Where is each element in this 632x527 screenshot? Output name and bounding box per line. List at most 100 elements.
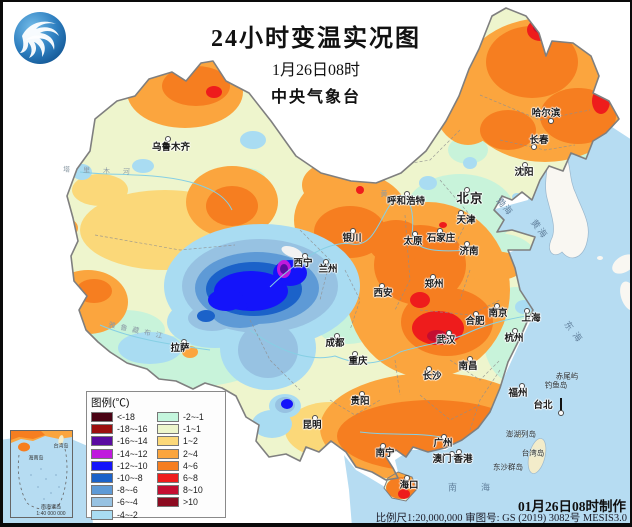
frame-border-left	[0, 0, 3, 527]
city-dot-重庆	[352, 351, 358, 357]
city-dot-西宁	[302, 253, 308, 259]
city-dot-上海	[524, 308, 530, 314]
china-border	[66, 7, 620, 481]
legend-label: >10	[183, 497, 198, 508]
legend-title: 图例(℃)	[91, 397, 130, 409]
inset-label-2: 南海诸岛	[40, 504, 62, 511]
city-label-南京: 南京	[488, 308, 508, 319]
city-dot-拉萨	[181, 339, 187, 345]
city-label-兰州: 兰州	[318, 264, 338, 275]
city-dot-南昌	[467, 356, 473, 362]
legend-label: 2~4	[183, 448, 198, 459]
city-dot-北京	[464, 187, 470, 193]
frame-border-bottom	[0, 523, 632, 527]
inset-map	[11, 431, 72, 517]
city-dot-杭州	[512, 328, 518, 334]
city-label-杭州: 杭州	[504, 333, 524, 344]
city-dot-香港	[456, 449, 462, 455]
city-dot-昆明	[312, 415, 318, 421]
legend-entry-right-0: -2~-1	[157, 411, 221, 423]
legend-swatch	[157, 460, 179, 471]
legend-swatch	[91, 412, 113, 423]
city-label-长沙: 长沙	[422, 371, 442, 382]
legend-swatch	[157, 485, 179, 496]
legend-label: -18~-16	[117, 424, 148, 435]
city-label-香港: 香港	[453, 454, 473, 465]
city-dot-银川	[350, 228, 356, 234]
city-label-上海: 上海	[521, 313, 541, 324]
city-label-石家庄: 石家庄	[426, 233, 456, 244]
city-dot-南京	[494, 303, 500, 309]
frame-border-right	[630, 0, 632, 527]
legend-entry-right-4: 4~6	[157, 460, 221, 472]
city-dot-沈阳	[522, 162, 528, 168]
legend-box: 图例(℃) <-18 -18~-16 -16~-14 -14~-12 -12~-10 -1…	[86, 391, 226, 521]
legend-entry-right-1: -1~1	[157, 423, 221, 435]
legend-label: -4~-2	[117, 509, 138, 520]
legend-column-negative: <-18 -18~-16 -16~-14 -14~-12 -12~-10 -10~-8 -8…	[91, 411, 157, 521]
city-label-武汉: 武汉	[436, 335, 456, 346]
legend-swatch	[157, 424, 179, 435]
city-label-海口: 海口	[399, 480, 419, 491]
city-dot-合肥	[473, 311, 479, 317]
city-label-福州: 福州	[508, 388, 528, 399]
region-label-钓鱼岛: 钓鱼岛	[544, 380, 568, 390]
city-dot-太原	[412, 231, 418, 237]
city-dot-郑州	[430, 274, 436, 280]
city-label-台北: 台北	[533, 400, 553, 411]
city-label-济南: 济南	[459, 246, 479, 257]
legend-label: 4~6	[183, 460, 198, 471]
region-label-澎湖列岛: 澎湖列岛	[506, 429, 536, 439]
city-label-拉萨: 拉萨	[170, 343, 190, 354]
legend-label: -12~-10	[117, 460, 148, 471]
cma-logo-icon	[14, 12, 66, 64]
legend-swatch	[157, 436, 179, 447]
city-dot-武汉	[446, 330, 452, 336]
legend-label: -8~-6	[117, 485, 138, 496]
city-label-哈尔滨: 哈尔滨	[531, 108, 561, 119]
legend-swatch	[91, 497, 113, 508]
inset-label-1: 台湾岛	[53, 443, 69, 450]
legend-swatch	[157, 448, 179, 459]
legend-entry-left-6: -8~-6	[91, 484, 157, 496]
legend-label: -16~-14	[117, 436, 148, 447]
city-dot-广州	[441, 434, 447, 440]
city-label-南昌: 南昌	[458, 361, 478, 372]
region-label-台湾岛: 台湾岛	[521, 448, 545, 458]
city-label-昆明: 昆明	[302, 420, 322, 431]
city-label-银川: 银川	[342, 233, 362, 244]
city-label-西宁: 西宁	[293, 258, 313, 269]
legend-swatch	[91, 424, 113, 435]
taipei-leader-line	[560, 398, 562, 413]
legend-entry-right-3: 2~4	[157, 448, 221, 460]
city-label-太原: 太原	[403, 236, 423, 247]
legend-label: -14~-12	[117, 448, 148, 459]
sea-label-南海: 南海	[447, 482, 515, 493]
hainan-border	[383, 471, 418, 502]
city-dot-西安	[379, 283, 385, 289]
legend-label: -6~-4	[117, 497, 138, 508]
city-dot-天津	[458, 210, 464, 216]
legend-column-positive: -2~-1 -1~1 1~2 2~4 4~6 6~8 8~10 >10	[157, 411, 221, 521]
city-label-成都: 成都	[325, 338, 345, 349]
inset-label-0: 海南岛	[28, 455, 44, 462]
city-label-乌鲁木齐: 乌鲁木齐	[151, 142, 191, 153]
legend-swatch	[91, 485, 113, 496]
city-dot-成都	[334, 333, 340, 339]
city-label-西安: 西安	[373, 288, 393, 299]
city-label-呼和浩特: 呼和浩特	[386, 196, 426, 207]
city-label-郑州: 郑州	[424, 279, 444, 290]
legend-swatch	[91, 460, 113, 471]
legend-entry-left-1: -18~-16	[91, 423, 157, 435]
legend-entry-left-5: -10~-8	[91, 472, 157, 484]
legend-label: -1~1	[183, 424, 201, 435]
city-dot-乌鲁木齐	[165, 136, 171, 142]
legend-entry-left-3: -14~-12	[91, 448, 157, 460]
legend-swatch	[157, 412, 179, 423]
city-label-贵阳: 贵阳	[350, 396, 370, 407]
city-dot-海口	[404, 475, 410, 481]
south-china-sea-inset: 海南岛 台湾岛 南海诸岛 1:40 000 000	[10, 430, 73, 518]
region-label-赤尾屿: 赤尾屿	[555, 371, 579, 381]
